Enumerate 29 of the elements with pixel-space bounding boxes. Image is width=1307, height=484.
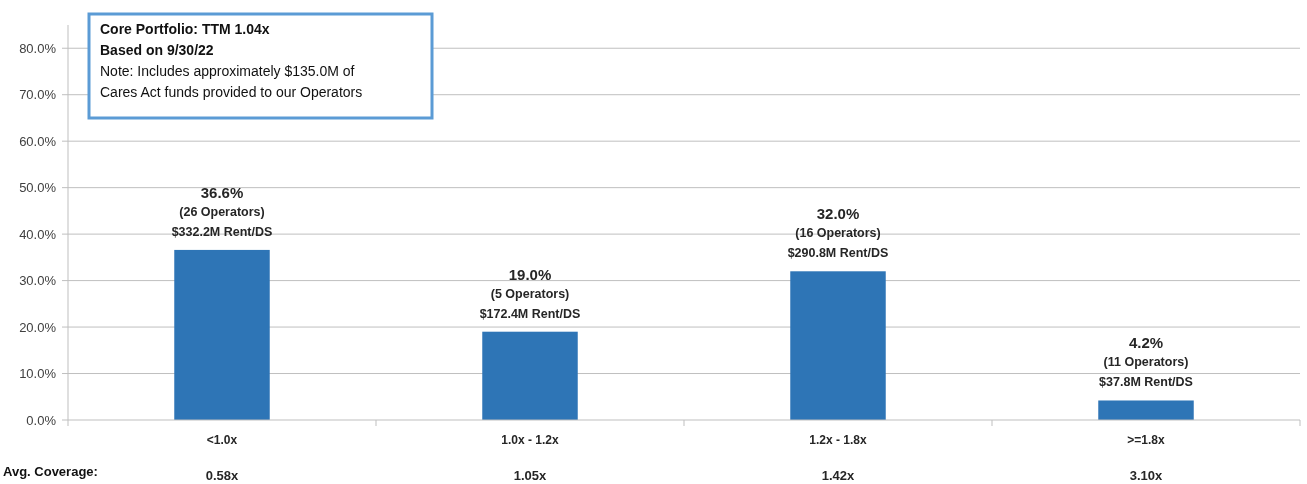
data-label: 32.0% (16 Operators) $290.8M Rent/DS bbox=[787, 205, 889, 261]
y-tick-label: 80.0% bbox=[19, 40, 57, 56]
note-box: Core Portfolio: TTM 1.04x Based on 9/30/22 Note: Includes approximately $135.0M of Cares Act funds provided to our Operators bbox=[87, 12, 434, 120]
text: 0.58x bbox=[205, 468, 240, 483]
y-tick-label: 70.0% bbox=[19, 87, 57, 103]
text: 1.42x bbox=[821, 468, 856, 483]
y-tick-label: 40.0% bbox=[19, 226, 57, 242]
data-label: 4.2% (11 Operators) $37.8M Rent/DS bbox=[1099, 334, 1193, 390]
y-tick-label: 0.0% bbox=[26, 412, 57, 428]
data-label: 19.0% (5 Operators) $172.4M Rent/DS bbox=[479, 265, 581, 321]
bar bbox=[482, 331, 578, 420]
chart-title: Core Portfolio: TTM 1.04x bbox=[100, 21, 270, 37]
annotation: Note: Includes approximately $135.0M of Cares Act funds provided to our Operators bbox=[100, 63, 363, 100]
y-tick-label: 10.0% bbox=[19, 366, 57, 382]
x-tick-label: 1.0x - 1.2x bbox=[501, 433, 560, 447]
y-tick-label: 50.0% bbox=[19, 180, 57, 196]
bar bbox=[1098, 400, 1194, 420]
bar bbox=[174, 249, 270, 420]
y-tick-label: 30.0% bbox=[19, 273, 57, 289]
y-tick-label: 20.0% bbox=[19, 319, 57, 335]
text: 1.05x bbox=[513, 468, 548, 483]
x-tick-label: <1.0x bbox=[206, 433, 238, 447]
text: 3.10x bbox=[1129, 468, 1164, 483]
data-label: 36.6% (26 Operators) $332.2M Rent/DS bbox=[171, 183, 273, 239]
y-tick-label: 60.0% bbox=[19, 133, 57, 149]
bar bbox=[790, 271, 886, 420]
x-tick-label: >=1.8x bbox=[1127, 433, 1166, 447]
x-tick-label: 1.2x - 1.8x bbox=[809, 433, 868, 447]
text: Avg. Coverage: bbox=[3, 464, 98, 479]
